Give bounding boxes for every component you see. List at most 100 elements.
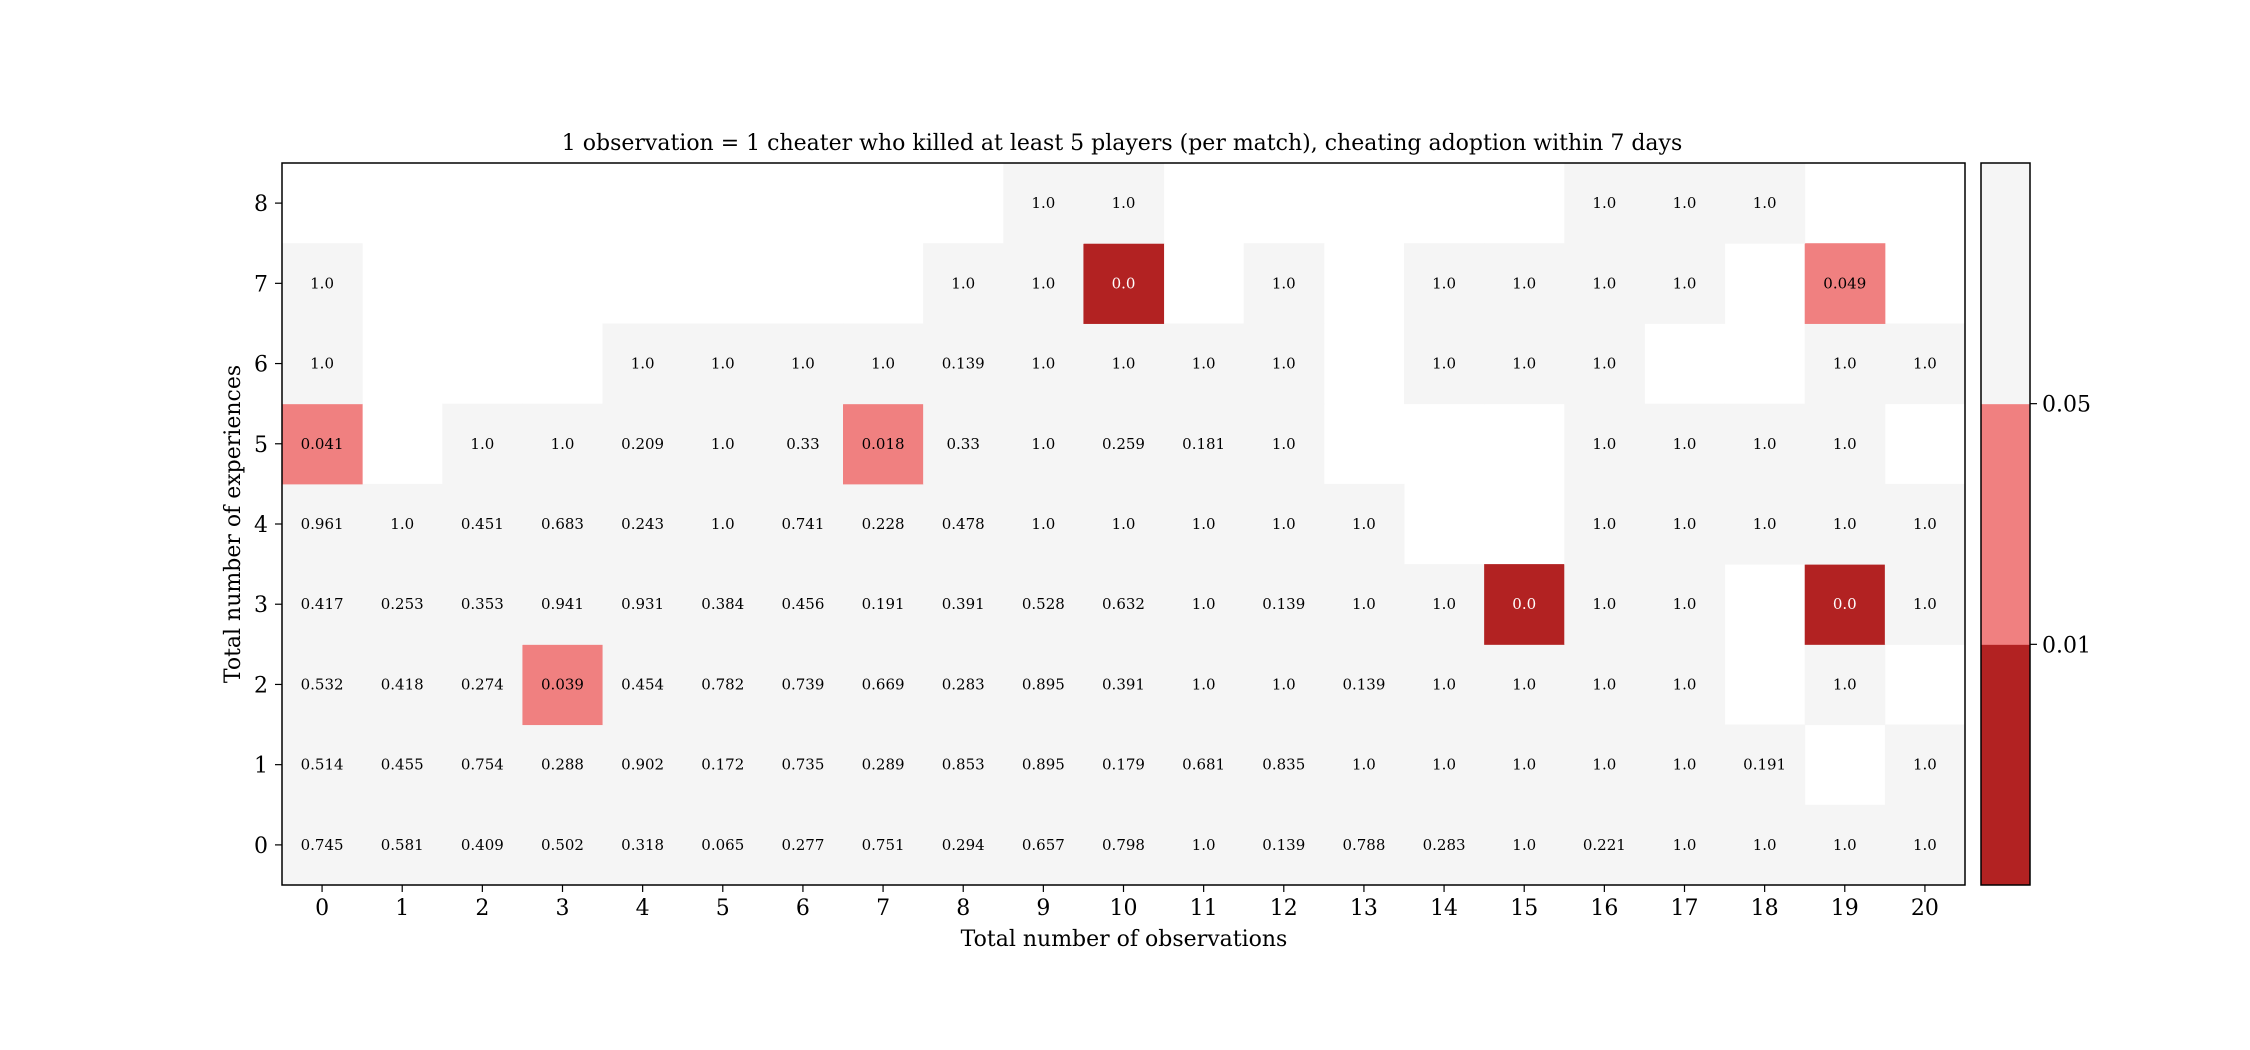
x-tick-label: 2 bbox=[475, 896, 489, 921]
cell-value-label: 1.0 bbox=[1673, 756, 1697, 774]
heatmap-cell bbox=[1484, 644, 1565, 726]
cell-value-label: 0.277 bbox=[781, 836, 824, 854]
cell-value-label: 0.754 bbox=[461, 756, 504, 774]
cell-value-label: 1.0 bbox=[1592, 355, 1616, 373]
heatmap-cell bbox=[522, 483, 604, 565]
cell-value-label: 0.228 bbox=[862, 515, 905, 533]
cell-value-label: 0.751 bbox=[862, 836, 905, 854]
heatmap-cell bbox=[1163, 564, 1245, 645]
heatmap-cell bbox=[1884, 564, 1966, 645]
cell-value-label: 0.417 bbox=[301, 595, 344, 613]
heatmap-cell bbox=[1163, 323, 1245, 405]
cell-value-label: 1.0 bbox=[1512, 675, 1536, 693]
heatmap-cell bbox=[682, 804, 764, 886]
cell-value-label: 0.209 bbox=[621, 435, 664, 453]
heatmap-cell bbox=[1724, 403, 1806, 485]
cell-value-label: 0.041 bbox=[301, 435, 344, 453]
cell-value-label: 0.798 bbox=[1102, 836, 1145, 854]
cell-value-label: 1.0 bbox=[1272, 515, 1296, 533]
cell-value-label: 1.0 bbox=[1112, 355, 1136, 373]
heatmap-cell bbox=[1323, 564, 1405, 645]
cell-value-label: 0.274 bbox=[461, 675, 504, 693]
heatmap-cell bbox=[442, 403, 523, 485]
heatmap-cell bbox=[843, 644, 924, 726]
cell-value-label: 1.0 bbox=[310, 355, 334, 373]
heatmap-cell bbox=[762, 644, 844, 726]
heatmap-cell bbox=[1644, 403, 1726, 485]
y-tick-label: 6 bbox=[254, 353, 268, 378]
heatmap-cell bbox=[282, 403, 363, 485]
cell-value-label: 1.0 bbox=[1913, 355, 1937, 373]
y-tick-label: 8 bbox=[254, 192, 268, 217]
heatmap-cell bbox=[762, 804, 844, 886]
heatmap-cell bbox=[1083, 243, 1165, 324]
cell-value-label: 0.735 bbox=[781, 756, 824, 774]
cell-value-label: 0.139 bbox=[1262, 836, 1305, 854]
cell-value-label: 1.0 bbox=[1592, 435, 1616, 453]
cell-value-label: 0.384 bbox=[701, 595, 744, 613]
heatmap-cell bbox=[1163, 804, 1245, 886]
cell-value-label: 1.0 bbox=[1753, 515, 1777, 533]
heatmap-cell bbox=[1243, 243, 1325, 324]
cell-value-label: 0.456 bbox=[781, 595, 824, 613]
y-axis-ticks: 0 1 2 3 4 5 6 7 8 bbox=[254, 192, 282, 859]
cell-value-label: 1.0 bbox=[1833, 515, 1857, 533]
cell-value-label: 1.0 bbox=[1272, 274, 1296, 292]
cell-value-label: 0.139 bbox=[1342, 675, 1385, 693]
cell-value-label: 1.0 bbox=[1673, 274, 1697, 292]
cell-value-label: 0.353 bbox=[461, 595, 504, 613]
heatmap-cell bbox=[1564, 323, 1645, 405]
heatmap-cell bbox=[1323, 644, 1405, 726]
heatmap-cell bbox=[522, 724, 604, 806]
heatmap-cell bbox=[1083, 724, 1165, 806]
cell-value-label: 1.0 bbox=[1192, 355, 1216, 373]
cell-value-label: 0.581 bbox=[381, 836, 424, 854]
cell-value-label: 0.065 bbox=[701, 836, 744, 854]
heatmap-cell bbox=[923, 564, 1004, 645]
cell-value-label: 0.0 bbox=[1112, 274, 1136, 292]
heatmap-cell bbox=[923, 483, 1004, 565]
cell-value-label: 0.502 bbox=[541, 836, 584, 854]
heatmap-cell bbox=[1804, 564, 1886, 645]
cell-value-label: 1.0 bbox=[1833, 355, 1857, 373]
heatmap-cell bbox=[282, 323, 363, 405]
cell-value-label: 0.902 bbox=[621, 756, 664, 774]
cell-value-label: 0.788 bbox=[1342, 836, 1385, 854]
chart-title: 1 observation = 1 cheater who killed at … bbox=[562, 131, 1683, 156]
cell-value-label: 0.391 bbox=[1102, 675, 1145, 693]
heatmap-cell bbox=[1003, 243, 1084, 324]
x-tick-label: 0 bbox=[315, 896, 329, 921]
x-tick-label: 4 bbox=[636, 896, 650, 921]
heatmap-cell bbox=[1003, 644, 1084, 726]
heatmap-cell bbox=[1404, 644, 1485, 726]
heatmap-cell bbox=[522, 403, 604, 485]
heatmap-cell bbox=[1003, 403, 1084, 485]
cell-value-label: 1.0 bbox=[1913, 756, 1937, 774]
heatmap-cell bbox=[602, 323, 684, 405]
heatmap-cell bbox=[682, 644, 764, 726]
cell-value-label: 0.681 bbox=[1182, 756, 1225, 774]
heatmap-cell bbox=[442, 483, 523, 565]
cell-value-label: 1.0 bbox=[711, 355, 735, 373]
heatmap-cell bbox=[682, 724, 764, 806]
heatmap-cell bbox=[602, 804, 684, 886]
heatmap-cell bbox=[1644, 483, 1726, 565]
cell-value-label: 1.0 bbox=[1753, 435, 1777, 453]
heatmap-cell bbox=[1003, 483, 1084, 565]
cell-value-label: 1.0 bbox=[1592, 675, 1616, 693]
cell-value-label: 0.632 bbox=[1102, 595, 1145, 613]
heatmap-cell bbox=[1323, 724, 1405, 806]
heatmap-cells bbox=[282, 163, 1966, 886]
heatmap-cell bbox=[1404, 804, 1485, 886]
cell-value-label: 0.253 bbox=[381, 595, 424, 613]
cell-value-label: 1.0 bbox=[951, 274, 975, 292]
heatmap-cell bbox=[1083, 403, 1165, 485]
cell-value-label: 0.049 bbox=[1823, 274, 1866, 292]
x-axis-label: Total number of observations bbox=[961, 927, 1288, 952]
cell-value-label: 1.0 bbox=[1031, 515, 1055, 533]
colorbar-segment bbox=[1981, 644, 2030, 886]
heatmap-cell bbox=[1404, 724, 1485, 806]
heatmap-cell bbox=[1484, 243, 1565, 324]
x-tick-label: 9 bbox=[1036, 896, 1050, 921]
cell-value-label: 0.514 bbox=[301, 756, 344, 774]
